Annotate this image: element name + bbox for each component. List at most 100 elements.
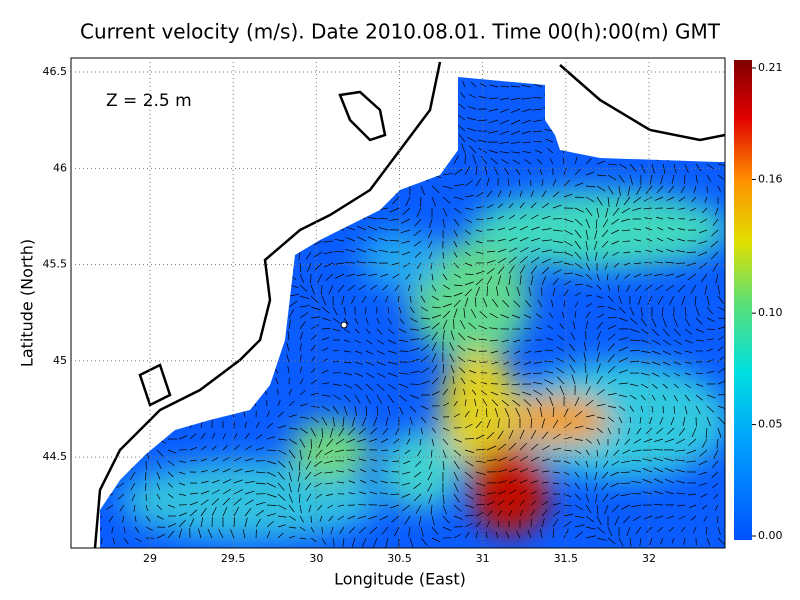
arrow <box>707 65 711 72</box>
arrow <box>519 500 525 506</box>
arrow <box>596 284 602 290</box>
arrow <box>706 77 715 81</box>
arrow <box>222 225 232 231</box>
arrow <box>420 284 423 292</box>
arrow <box>651 317 657 328</box>
arrow <box>629 349 640 352</box>
arrow <box>365 383 374 391</box>
arrow <box>207 301 213 308</box>
arrow <box>101 306 106 317</box>
arrow <box>693 185 697 194</box>
arrow <box>322 65 327 71</box>
arrow <box>475 409 479 418</box>
arrow <box>80 131 88 135</box>
arrow <box>468 322 477 330</box>
arrow <box>508 256 517 264</box>
arrow <box>176 67 179 76</box>
arrow <box>287 365 290 374</box>
arrow <box>413 229 422 237</box>
arrow <box>266 471 277 477</box>
arrow <box>297 240 301 249</box>
arrow <box>197 301 202 308</box>
arrow <box>332 118 343 121</box>
arrow <box>464 423 473 429</box>
arrow <box>321 114 331 121</box>
arrow <box>717 526 721 535</box>
arrow <box>662 361 671 366</box>
arrow <box>299 354 302 363</box>
arrow <box>629 383 639 387</box>
arrow <box>527 407 532 418</box>
arrow <box>321 328 331 330</box>
arrow <box>541 249 552 253</box>
arrow <box>575 66 577 76</box>
arrow <box>698 229 708 234</box>
arrow <box>647 295 653 305</box>
arrow <box>156 374 158 385</box>
arrow <box>314 262 323 271</box>
arrow <box>376 163 379 171</box>
arrow <box>541 179 544 187</box>
arrow <box>134 148 144 154</box>
arrow <box>555 357 565 363</box>
arrow <box>673 317 679 328</box>
x-tick-label: 31.5 <box>554 552 579 565</box>
arrow <box>332 349 340 352</box>
arrow <box>480 390 488 396</box>
arrow <box>601 229 609 238</box>
arrow <box>180 371 191 374</box>
arrow <box>552 407 555 418</box>
arrow <box>552 419 559 429</box>
arrow <box>368 515 378 520</box>
arrow <box>389 207 400 213</box>
arrow <box>602 218 609 228</box>
arrow <box>321 126 332 132</box>
arrow <box>392 196 400 205</box>
arrow <box>585 386 591 396</box>
arrow <box>695 405 701 415</box>
arrow <box>82 505 91 506</box>
arrow <box>387 361 398 365</box>
arrow <box>324 471 334 474</box>
arrow <box>255 261 263 264</box>
arrow <box>684 152 693 161</box>
arrow <box>449 342 455 352</box>
arrow <box>338 196 345 202</box>
arrow <box>526 58 531 65</box>
arrow <box>664 458 675 462</box>
arrow <box>314 482 323 488</box>
arrow <box>442 207 448 217</box>
arrow <box>643 196 653 202</box>
arrow <box>203 97 213 100</box>
arrow <box>717 356 724 363</box>
arrow <box>167 207 177 211</box>
arrow <box>405 196 411 207</box>
arrow <box>277 449 287 455</box>
arrow <box>427 229 433 239</box>
arrow <box>244 481 255 484</box>
arrow <box>260 105 268 110</box>
arrow <box>585 320 589 330</box>
arrow <box>541 228 552 231</box>
arrow <box>508 468 518 473</box>
arrow <box>183 139 191 143</box>
arrow <box>618 185 621 196</box>
arrow <box>639 537 642 547</box>
arrow <box>189 268 198 275</box>
arrow <box>233 433 238 440</box>
arrow <box>442 144 449 154</box>
arrow <box>401 493 411 498</box>
arrow <box>408 284 411 291</box>
arrow <box>717 346 724 352</box>
arrow <box>398 108 408 110</box>
arrow <box>202 372 213 377</box>
arrow <box>673 405 676 414</box>
arrow <box>524 339 532 342</box>
arrow <box>277 251 284 258</box>
arrow <box>534 350 543 353</box>
arrow <box>343 361 352 364</box>
arrow <box>563 218 574 223</box>
arrow <box>123 526 126 534</box>
arrow <box>299 366 303 374</box>
arrow <box>413 493 422 502</box>
